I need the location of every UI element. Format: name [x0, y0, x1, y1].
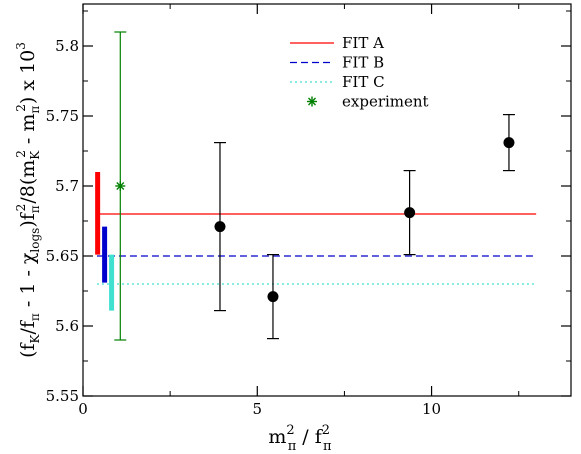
x-tick-label: 5: [253, 400, 263, 418]
data-points: [114, 31, 515, 341]
y-tick-label: 5.65: [46, 247, 79, 265]
y-tick-label: 5.7: [55, 177, 79, 195]
data-point: [267, 291, 279, 303]
y-tick-label: 5.55: [46, 387, 79, 405]
legend-label: FIT A: [342, 34, 384, 52]
data-point: [214, 221, 226, 233]
x-tick-label: 0: [78, 400, 88, 418]
x-tick-label: 10: [422, 400, 441, 418]
star-stroke: [308, 97, 316, 106]
y-tick-label: 5.8: [55, 37, 79, 55]
y-tick-label: 5.75: [46, 107, 79, 125]
tick-group: 0 5 10 5.55 5.6 5.65 5.7 5.75 5.8: [46, 4, 571, 418]
data-point: [404, 207, 416, 219]
fit-lines: [95, 172, 537, 311]
data-point: [503, 137, 515, 149]
y-tick-label: 5.6: [55, 317, 79, 335]
legend-label: FIT B: [342, 54, 384, 72]
legend-marker: [307, 96, 317, 107]
star-stroke: [116, 182, 125, 190]
legend-label: experiment: [342, 93, 429, 111]
x-axis-label: m2 π / f2 π: [268, 423, 332, 454]
legend-label: FIT C: [342, 73, 385, 91]
y-axis-label: (fK/fπ - 1 - χlogs)fπ2/8(mK2 - mπ2) x 10…: [14, 42, 42, 358]
plot-frame: [82, 3, 572, 397]
experiment-marker: [115, 181, 126, 191]
